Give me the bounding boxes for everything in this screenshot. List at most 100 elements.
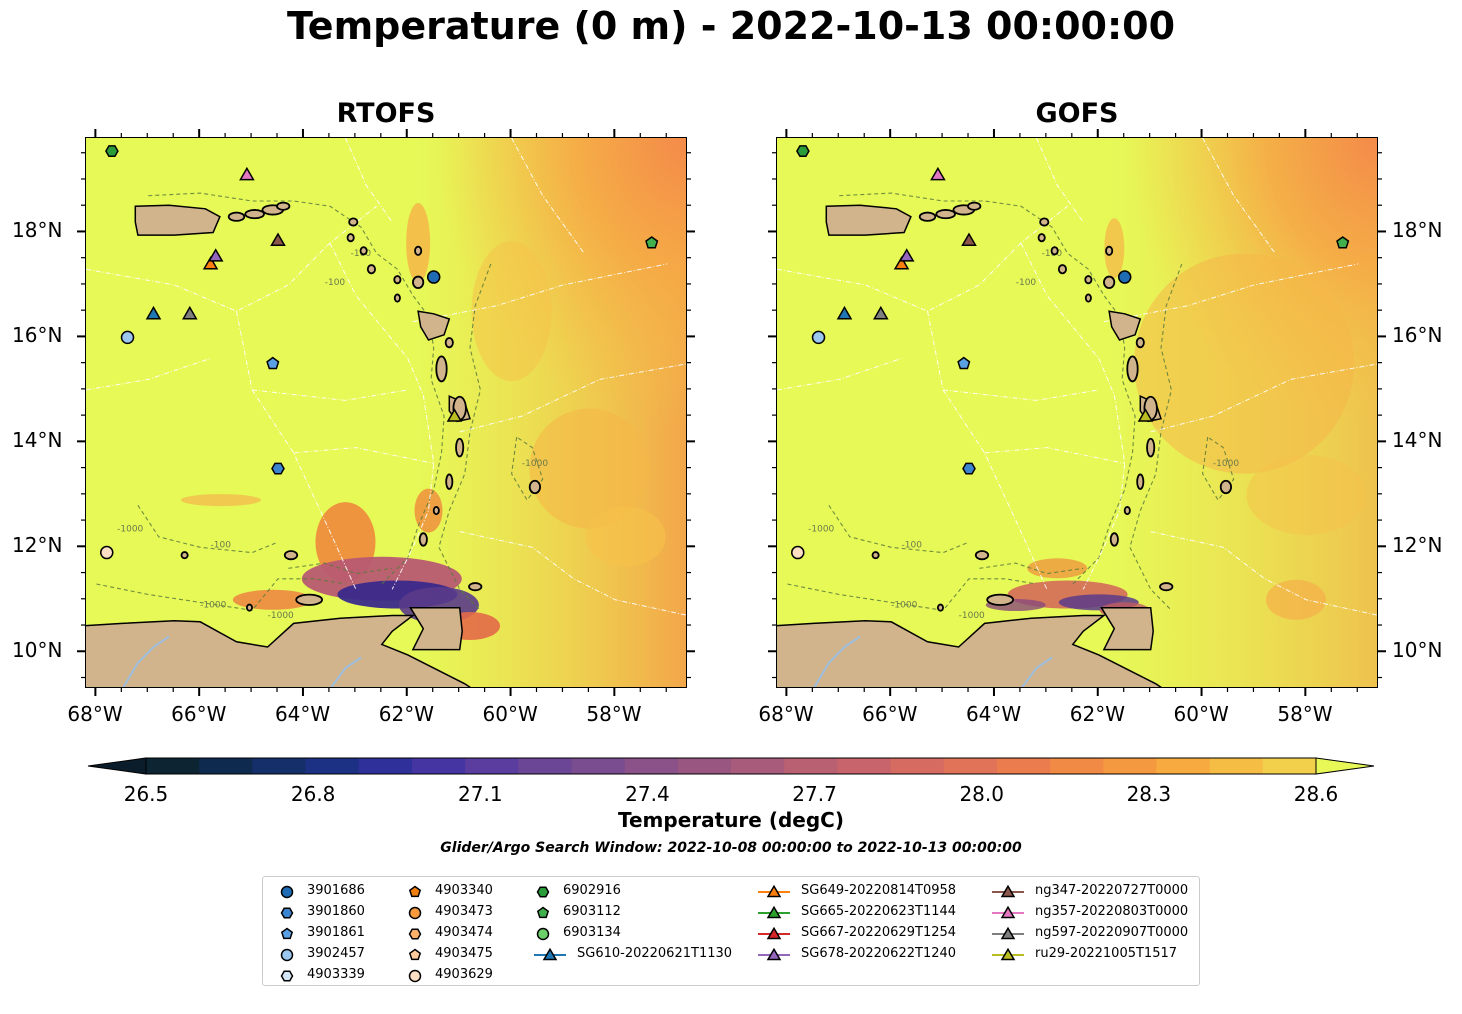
contour-label: -1000 — [522, 459, 548, 469]
eez-boundary — [412, 263, 668, 323]
eez-boundary — [459, 363, 686, 433]
small-island — [244, 209, 265, 220]
legend-swatch — [408, 885, 422, 898]
eez-boundary — [1036, 138, 1084, 223]
eez-boundary — [943, 389, 1099, 401]
warm-patch — [406, 202, 431, 283]
small-island — [918, 211, 937, 222]
legend-marker — [280, 948, 294, 962]
legend-item: 3901860 — [277, 902, 387, 922]
legend-item: SG667-20220629T1254 — [757, 923, 977, 943]
marker-6902916 — [105, 145, 119, 158]
bathymetry-contour — [979, 562, 1084, 575]
legend-swatch — [758, 905, 790, 919]
legend-swatch — [758, 926, 790, 940]
warm-patch — [585, 506, 666, 567]
lat-tick-label-right: 10°N — [1392, 638, 1443, 663]
legend-marker — [1000, 905, 1016, 919]
colorbar-tick-label: 28.6 — [1293, 782, 1339, 806]
colorbar-label: Temperature (degC) — [618, 808, 844, 832]
legend-swatch — [536, 886, 550, 898]
legend-marker — [766, 947, 782, 961]
lon-tick-label: 62°W — [378, 702, 434, 726]
map-rtofs: -100-100-1000-1000-1000-100-1000 — [85, 137, 687, 688]
eez-boundary — [1150, 363, 1377, 433]
legend-marker — [280, 907, 294, 919]
small-island — [435, 355, 448, 383]
eez-boundary — [252, 389, 408, 401]
marker-SG610-20220621T1130 — [145, 305, 162, 320]
legend-marker — [766, 884, 782, 898]
eez-boundary — [511, 138, 585, 254]
small-island — [393, 293, 401, 303]
small-island — [468, 582, 483, 592]
marker-SG649-20220814T0958 — [202, 256, 219, 270]
legend-marker — [280, 885, 294, 899]
legend-label: 3901686 — [307, 883, 365, 898]
cool-plume — [180, 494, 261, 507]
marker-SG649-20220814T0958 — [893, 256, 910, 270]
small-island — [1136, 473, 1145, 490]
marker-4903629 — [791, 545, 805, 560]
colorbar-bin — [890, 758, 945, 774]
marker-3902457 — [120, 330, 135, 345]
marker-SG678-20220622T1240 — [207, 248, 224, 262]
bathymetry-contour — [1129, 263, 1183, 611]
cool-plume — [232, 589, 313, 610]
small-island — [1126, 355, 1139, 383]
small-island — [245, 603, 253, 612]
legend-item: 4903629 — [405, 965, 515, 985]
legend-marker — [408, 928, 422, 940]
small-island — [1146, 437, 1156, 458]
guadeloupe-land — [417, 310, 451, 341]
legend-marker — [542, 947, 558, 961]
marker-ng357-20220803T0000 — [239, 166, 255, 181]
legend-swatch — [536, 906, 550, 919]
marker-6902916 — [796, 145, 810, 158]
marker-3901861 — [957, 356, 971, 370]
eez-boundary — [86, 357, 211, 391]
colorbar-bin — [199, 758, 253, 774]
eez-boundary — [293, 447, 434, 464]
colorbar-bin — [518, 758, 572, 774]
panel-title-rtofs: RTOFS — [336, 98, 436, 129]
small-island — [445, 473, 454, 490]
colorbar-bin — [624, 758, 679, 774]
legend-swatch — [758, 947, 790, 961]
colorbar-tick-label: 27.1 — [458, 782, 503, 806]
lat-tick-label-left: 10°N — [12, 638, 63, 663]
marker-ng597-20220907T0000 — [182, 305, 198, 320]
legend-item: 3902457 — [277, 944, 387, 964]
lat-tick-label-left: 14°N — [12, 428, 63, 453]
lon-tick-label: 66°W — [862, 702, 918, 726]
legend-item: ng347-20220727T0000 — [991, 881, 1211, 901]
colorbar-bin — [1103, 758, 1157, 774]
warm-patch — [529, 408, 650, 529]
eez-boundary — [984, 447, 1125, 464]
marker-3901686 — [1117, 270, 1132, 284]
colorbar-bin — [996, 758, 1051, 774]
warm-patch — [1134, 253, 1355, 474]
south-america-land — [86, 614, 471, 687]
legend-marker — [1000, 884, 1016, 898]
south-america-land — [777, 614, 1162, 687]
colorbar-bin — [1156, 758, 1211, 774]
lon-tick-label: 66°W — [171, 702, 227, 726]
bathymetry-contour — [828, 504, 970, 554]
legend-marker — [536, 927, 550, 941]
small-island — [1039, 217, 1050, 227]
small-island — [1123, 506, 1131, 516]
eez-boundary — [345, 138, 393, 223]
lon-tick-label: 64°W — [274, 702, 331, 726]
colorbar-bin — [1262, 758, 1317, 774]
legend-item: ru29-20221005T1517 — [991, 944, 1211, 964]
legend-label: 4903340 — [435, 883, 493, 898]
contour-label: -1000 — [891, 601, 917, 611]
colorbar-bin — [784, 758, 838, 774]
lat-tick-label-left: 18°N — [12, 218, 63, 243]
legend-swatch — [992, 884, 1024, 898]
warm-patch — [1104, 218, 1125, 279]
small-island — [974, 550, 990, 561]
small-island — [528, 479, 541, 495]
legend-swatch — [536, 927, 550, 941]
